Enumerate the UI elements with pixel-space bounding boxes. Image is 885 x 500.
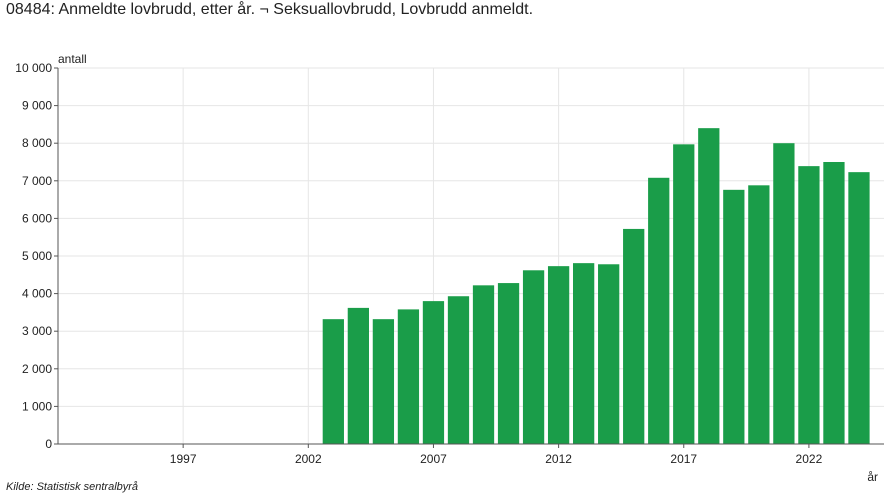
bar <box>723 189 745 444</box>
bar <box>497 283 520 444</box>
bar <box>848 172 870 445</box>
bar <box>397 309 420 444</box>
bar <box>372 319 395 444</box>
y-tick-label: 9 000 <box>22 99 52 113</box>
bar <box>522 270 545 444</box>
chart-title: 08484: Anmeldte lovbrudd, etter år. ¬ Se… <box>6 1 534 18</box>
y-tick-label: 4 000 <box>22 287 52 301</box>
x-tick-label: 2022 <box>796 452 823 466</box>
bar <box>347 307 370 444</box>
y-tick-label: 7 000 <box>22 174 52 188</box>
y-tick-label: 8 000 <box>22 136 52 150</box>
x-tick-label: 2017 <box>670 452 697 466</box>
y-axis-label: antall <box>58 52 87 66</box>
y-axis-ticks: 0 1 000 2 000 3 000 4 000 5 000 6 000 7 000 8 00… <box>15 61 58 451</box>
y-tick-label: 10 000 <box>15 61 52 75</box>
bar <box>547 266 570 444</box>
x-axis-ticks: 1997 2002 2007 2012 2017 2022 <box>170 444 823 466</box>
bar <box>798 166 820 445</box>
y-tick-label: 2 000 <box>22 362 52 376</box>
bar <box>447 296 470 444</box>
bar <box>698 128 720 444</box>
bar <box>823 162 845 444</box>
x-axis-label: år <box>867 470 878 484</box>
source-note: Kilde: Statistisk sentralbyrå <box>6 481 139 493</box>
x-tick-label: 1997 <box>170 452 197 466</box>
x-tick-label: 2002 <box>295 452 322 466</box>
y-tick-label: 1 000 <box>22 399 52 413</box>
bar <box>673 144 695 444</box>
x-tick-label: 2012 <box>545 452 572 466</box>
bar <box>623 228 645 444</box>
y-tick-label: 5 000 <box>22 249 52 263</box>
bar <box>648 177 670 445</box>
bars <box>322 128 870 445</box>
y-tick-label: 6 000 <box>22 211 52 225</box>
bar <box>472 285 495 444</box>
bar <box>773 143 795 444</box>
bar <box>748 185 770 444</box>
bar <box>322 319 344 444</box>
y-tick-label: 0 <box>45 437 52 451</box>
bar <box>422 301 445 444</box>
y-tick-label: 3 000 <box>22 324 52 338</box>
bar <box>598 264 620 444</box>
bar <box>572 263 595 444</box>
x-tick-label: 2007 <box>420 452 447 466</box>
